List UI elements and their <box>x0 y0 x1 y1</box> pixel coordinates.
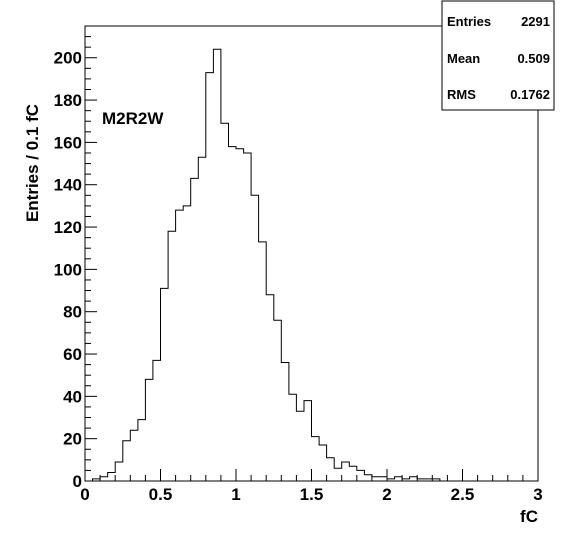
y-axis-tick-labels: 0 20 40 60 80 100 120 140 160 180 200 <box>54 49 82 491</box>
stats-entries-value: 2291 <box>521 14 550 29</box>
y-tick-label: 20 <box>63 430 82 449</box>
x-tick-label: 3 <box>533 485 542 504</box>
stats-box: Entries 2291 Mean 0.509 RMS 0.1762 <box>441 0 555 111</box>
x-tick-label: 0 <box>80 485 89 504</box>
histogram-series <box>85 48 538 482</box>
stats-mean-label: Mean <box>447 51 480 66</box>
y-axis-title: Entries / 0.1 fC <box>23 104 42 222</box>
x-tick-label: 1 <box>231 485 240 504</box>
x-axis-tick-labels: 0 0.5 1 1.5 2 2.5 3 <box>80 485 542 504</box>
histogram-title: M2R2W <box>102 109 164 128</box>
y-tick-label: 100 <box>54 260 82 279</box>
y-axis-ticks <box>85 25 97 482</box>
stats-entries-label: Entries <box>447 14 491 29</box>
y-tick-label: 40 <box>63 387 82 406</box>
y-tick-label: 80 <box>63 303 82 322</box>
y-tick-label: 140 <box>54 176 82 195</box>
x-tick-label: 2 <box>382 485 391 504</box>
y-tick-label: 120 <box>54 218 82 237</box>
stats-mean-value: 0.509 <box>517 51 550 66</box>
y-tick-label: 160 <box>54 133 82 152</box>
x-tick-label: 0.5 <box>149 485 173 504</box>
x-axis-ticks <box>84 469 539 481</box>
stats-rms-label: RMS <box>447 87 476 102</box>
stats-rms-value: 0.1762 <box>510 87 550 102</box>
y-tick-label: 60 <box>63 345 82 364</box>
x-axis-title: fC <box>520 507 538 526</box>
y-tick-label: 180 <box>54 91 82 110</box>
x-tick-label: 2.5 <box>451 485 475 504</box>
x-tick-label: 1.5 <box>300 485 324 504</box>
stats-box-frame <box>441 0 555 111</box>
y-tick-label: 0 <box>73 472 82 491</box>
y-tick-label: 200 <box>54 49 82 68</box>
